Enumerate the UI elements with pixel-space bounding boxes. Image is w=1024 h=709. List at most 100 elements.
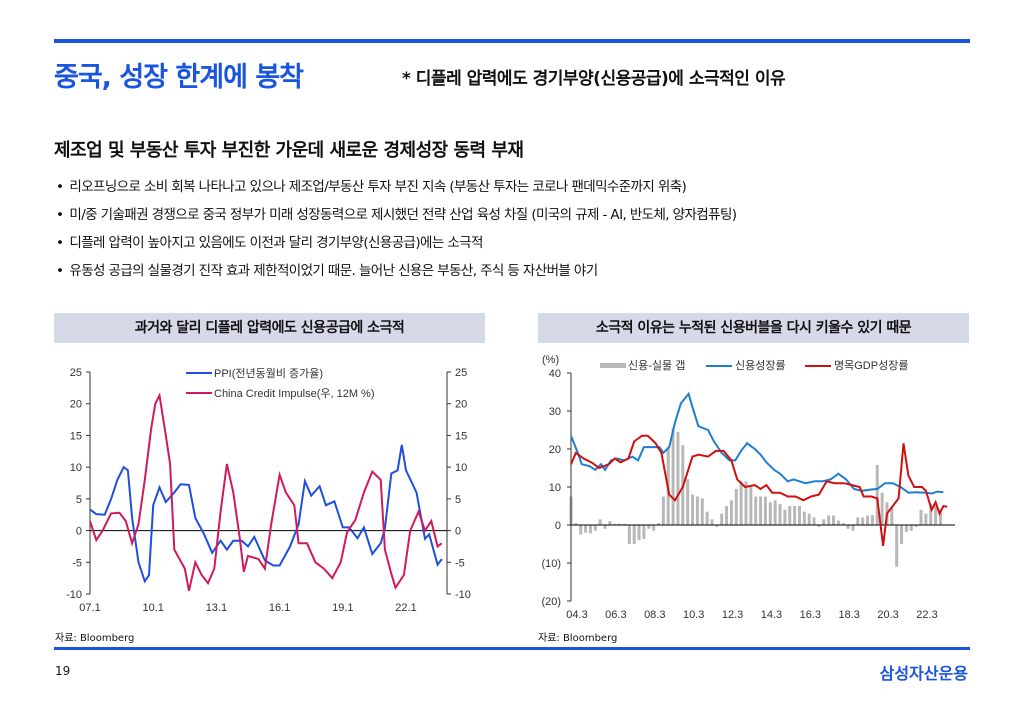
y-tick-label: 10 xyxy=(549,482,561,494)
gap-bar xyxy=(909,525,913,531)
gap-bar xyxy=(598,519,602,525)
page-subtitle: * 디플레 압력에도 경기부양(신용공급)에 소극적인 이유 xyxy=(402,69,786,89)
gap-bar xyxy=(890,507,894,525)
gap-bar xyxy=(613,523,617,525)
y2-tick-label: 0 xyxy=(455,526,461,538)
gap-bar xyxy=(710,519,714,525)
gap-bar xyxy=(841,523,845,525)
gap-bar xyxy=(904,525,908,532)
gap-bar xyxy=(856,517,860,525)
y2-tick-label: -10 xyxy=(455,589,471,601)
x-tick-label: 10.3 xyxy=(683,609,704,621)
gap-bar xyxy=(846,525,850,529)
gap-bar xyxy=(603,525,607,529)
gap-bar xyxy=(817,525,821,527)
gap-bar xyxy=(861,517,865,525)
gap-bar xyxy=(934,506,938,525)
gap-bar xyxy=(802,511,806,525)
gap-bar xyxy=(744,481,748,525)
y2-tick-label: 25 xyxy=(455,367,467,379)
gap-bar xyxy=(720,513,724,525)
gap-bar xyxy=(700,498,704,525)
page-title: 중국, 성장 한계에 봉착 xyxy=(54,62,304,93)
gap-bar xyxy=(822,519,826,525)
gap-bar xyxy=(686,479,690,525)
y-tick-label: 40 xyxy=(549,368,561,380)
x-tick-label: 10.1 xyxy=(142,602,163,614)
gap-bar xyxy=(900,525,904,544)
x-tick-label: 12.3 xyxy=(722,609,743,621)
y-tick-label: (10) xyxy=(541,558,561,570)
x-tick-label: 22.1 xyxy=(395,602,416,614)
legend-label: 신용성장률 xyxy=(735,359,786,372)
source-left: 자료: Bloomberg xyxy=(55,633,135,644)
bullet-item: 미/중 기술패권 경쟁으로 중국 정부가 미래 성장동력으로 제시했던 전략 산… xyxy=(56,205,737,233)
page-number: 19 xyxy=(55,664,71,678)
x-tick-label: 22.3 xyxy=(916,609,937,621)
x-tick-label: 16.1 xyxy=(269,602,290,614)
gdp-growth-line xyxy=(570,434,948,547)
legend-label: PPI(전년동월비 증가율) xyxy=(214,367,323,380)
source-right: 자료: Bloomberg xyxy=(538,633,618,644)
gap-bar xyxy=(657,523,660,525)
gap-bar xyxy=(797,506,801,525)
gap-bar xyxy=(763,496,767,525)
gap-bar xyxy=(914,525,918,527)
gap-bar xyxy=(588,525,592,534)
x-tick-label: 08.3 xyxy=(644,609,665,621)
gap-bar xyxy=(652,525,656,531)
series-line-ppi xyxy=(89,444,443,584)
y-tick-label: 25 xyxy=(70,367,82,379)
gap-bar xyxy=(608,521,612,525)
y-axis-unit: (%) xyxy=(542,354,559,366)
gap-bar xyxy=(622,523,626,525)
y-tick-label: 20 xyxy=(70,399,82,411)
bottom-rule xyxy=(54,647,970,650)
x-tick-label: 16.3 xyxy=(800,609,821,621)
gap-bar xyxy=(919,509,923,525)
y-tick-label: -5 xyxy=(72,557,82,569)
gap-bar xyxy=(807,513,811,525)
gap-bar xyxy=(929,504,933,525)
gap-bar xyxy=(627,525,631,544)
gap-bar xyxy=(783,509,787,525)
y-tick-label: 0 xyxy=(555,520,561,532)
gap-bar xyxy=(832,515,835,525)
y-tick-label: 20 xyxy=(549,444,561,456)
gap-bar xyxy=(793,506,797,525)
section-heading: 제조업 및 부동산 투자 부진한 가운데 새로운 경제성장 동력 부재 xyxy=(54,140,524,161)
legend-label: 신용-실물 갭 xyxy=(628,359,685,372)
gap-bar xyxy=(695,496,699,525)
gap-bar xyxy=(812,517,816,525)
x-tick-label: 18.3 xyxy=(839,609,860,621)
y2-tick-label: 15 xyxy=(455,430,467,442)
y2-tick-label: 10 xyxy=(455,462,467,474)
gap-bar xyxy=(593,525,597,531)
right-chart-title: 소극적 이유는 누적된 신용버블을 다시 키울수 있기 때문 xyxy=(538,313,969,343)
y-tick-label: 0 xyxy=(76,526,82,538)
gap-bar xyxy=(870,515,874,525)
y-tick-label: -10 xyxy=(66,589,82,601)
x-tick-label: 14.3 xyxy=(761,609,782,621)
gap-bar xyxy=(729,500,733,525)
bullet-item: 리오프닝으로 소비 회복 나타나고 있으나 제조업/부동산 투자 부진 지속 (… xyxy=(56,177,736,205)
gap-bar xyxy=(584,525,588,533)
gap-bar xyxy=(827,515,831,525)
company-logo: 삼성자산운용 xyxy=(879,664,968,683)
gap-bar xyxy=(778,504,782,525)
gap-bar xyxy=(676,431,680,525)
y-tick-label: 30 xyxy=(549,406,561,418)
gap-bar xyxy=(734,488,738,525)
gap-bar xyxy=(895,525,899,567)
gap-bar xyxy=(739,481,743,525)
x-tick-label: 06.3 xyxy=(605,609,626,621)
legend-label: 명목GDP성장률 xyxy=(834,359,908,372)
gap-bar xyxy=(836,520,840,525)
x-tick-label: 07.1 xyxy=(79,602,100,614)
bullet-list: 리오프닝으로 소비 회복 나타나고 있으나 제조업/부동산 투자 부진 지속 (… xyxy=(56,177,737,289)
y2-tick-label: -5 xyxy=(455,557,465,569)
y-tick-label: 5 xyxy=(76,494,82,506)
x-tick-label: 20.3 xyxy=(877,609,898,621)
y-tick-label: 15 xyxy=(70,430,82,442)
